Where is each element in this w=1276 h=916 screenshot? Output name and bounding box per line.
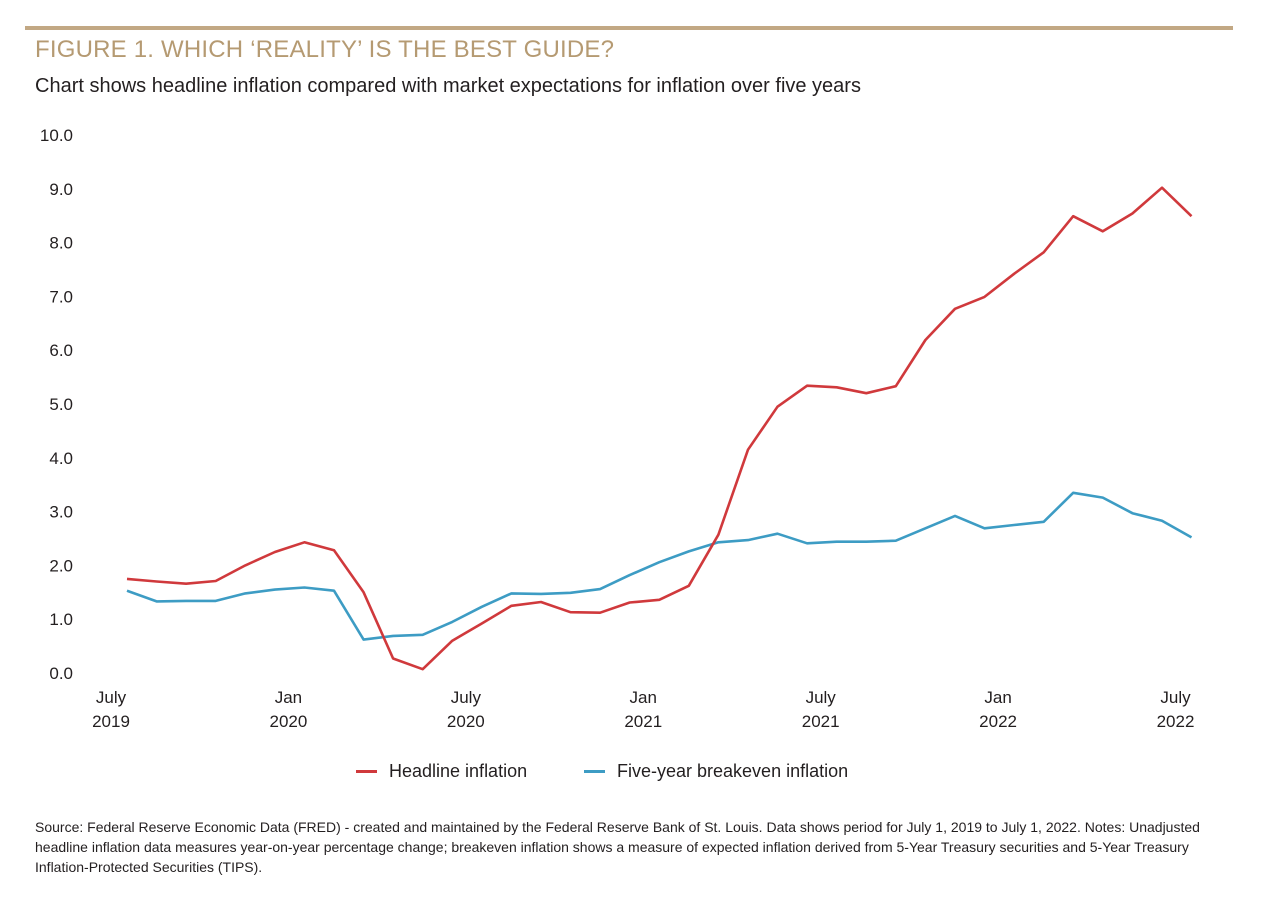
- legend: Headline inflation Five-year breakeven i…: [0, 761, 1276, 787]
- series-group: [126, 186, 1193, 671]
- y-tick-label: 1.0: [49, 610, 73, 629]
- x-tick-month: Jan: [275, 688, 302, 707]
- title-rule: [25, 26, 1233, 30]
- x-tick-month: July: [806, 688, 837, 707]
- x-tick-label: Jan 2021: [624, 688, 662, 731]
- x-tick-year: 2020: [270, 712, 308, 731]
- y-tick-label: 3.0: [49, 503, 73, 522]
- x-tick-year: 2019: [92, 712, 130, 731]
- x-tick-label: July 2020: [447, 688, 485, 731]
- y-tick-label: 0.0: [49, 664, 73, 683]
- y-tick-label: 6.0: [49, 341, 73, 360]
- legend-label-breakeven: Five-year breakeven inflation: [617, 761, 849, 781]
- legend-swatch-breakeven: [584, 770, 605, 773]
- x-tick-month: Jan: [984, 688, 1011, 707]
- figure-subtitle: Chart shows headline inflation compared …: [35, 75, 861, 97]
- figure-title: FIGURE 1. WHICH ‘REALITY’ IS THE BEST GU…: [35, 36, 615, 63]
- x-tick-month: Jan: [630, 688, 657, 707]
- headline-inflation-line: [126, 186, 1193, 671]
- x-tick-label: Jan 2020: [270, 688, 308, 731]
- y-tick-label: 10.0: [40, 126, 73, 145]
- y-tick-label: 9.0: [49, 180, 73, 199]
- legend-label-headline: Headline inflation: [389, 761, 528, 781]
- legend-item-breakeven: Five-year breakeven inflation: [584, 761, 848, 782]
- y-axis: 0.0 1.0 2.0 3.0 4.0 5.0 6.0 7.0 8.0 9.0 10.0: [40, 126, 73, 683]
- x-tick-year: 2021: [802, 712, 840, 731]
- x-tick-year: 2021: [624, 712, 662, 731]
- y-tick-label: 2.0: [49, 556, 73, 575]
- x-tick-year: 2022: [979, 712, 1017, 731]
- y-tick-label: 7.0: [49, 287, 73, 306]
- x-tick-label: July 2021: [802, 688, 840, 731]
- line-chart: 0.0 1.0 2.0 3.0 4.0 5.0 6.0 7.0 8.0 9.0 10.0 July 2…: [40, 126, 1195, 731]
- x-tick-label: Jan 2022: [979, 688, 1017, 731]
- x-tick-year: 2020: [447, 712, 485, 731]
- breakeven-inflation-line: [126, 491, 1193, 641]
- x-tick-month: July: [96, 688, 127, 707]
- legend-item-headline: Headline inflation: [356, 761, 527, 782]
- x-tick-month: July: [451, 688, 482, 707]
- x-tick-label: July 2019: [92, 688, 130, 731]
- x-tick-month: July: [1160, 688, 1191, 707]
- x-tick-label: July 2022: [1157, 688, 1195, 731]
- x-tick-year: 2022: [1157, 712, 1195, 731]
- legend-swatch-headline: [356, 770, 377, 773]
- source-note: Source: Federal Reserve Economic Data (F…: [35, 819, 1200, 875]
- y-tick-label: 8.0: [49, 234, 73, 253]
- y-tick-label: 4.0: [49, 449, 73, 468]
- y-tick-label: 5.0: [49, 395, 73, 414]
